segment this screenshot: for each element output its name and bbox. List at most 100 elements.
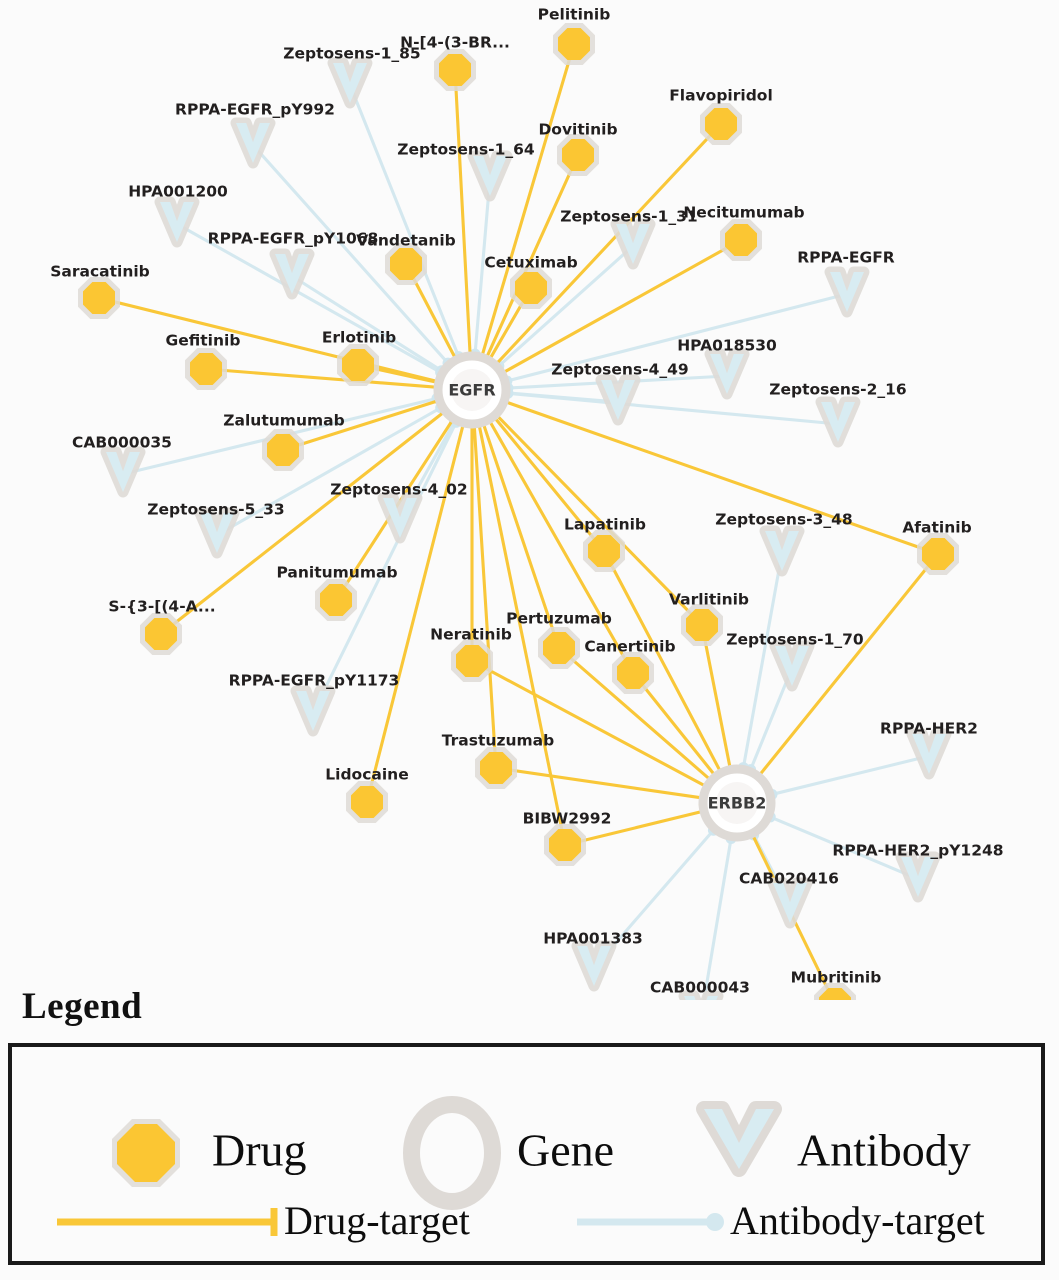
antibody-node[interactable] xyxy=(769,640,815,692)
drug-node[interactable] xyxy=(720,219,762,261)
legend-drug-target-label: Drug-target xyxy=(284,1198,470,1243)
legend-drug-target-edge xyxy=(57,1208,278,1236)
antibody-node[interactable] xyxy=(230,117,276,169)
drug-node[interactable] xyxy=(475,747,517,789)
antibody-node[interactable] xyxy=(759,525,805,577)
octagon-icon xyxy=(390,248,422,280)
antibody-node-label: CAB020416 xyxy=(739,870,839,888)
drug-node-label: Flavopiridol xyxy=(669,87,773,105)
legend-gene-swatch xyxy=(403,1096,501,1210)
drug-node[interactable] xyxy=(544,824,586,866)
antibody-node-label: HPA001200 xyxy=(128,183,228,201)
octagon-icon xyxy=(686,609,718,641)
drug-node-label: S-{3-[(4-A... xyxy=(108,598,215,616)
drug-node-label: Lapatinib xyxy=(564,516,646,534)
antibody-node[interactable] xyxy=(467,150,513,202)
drug-node-label: Dovitinib xyxy=(538,121,617,139)
drug-target-edge xyxy=(631,671,717,777)
network-graph-canvas[interactable]: Zeptosens-1_85 RPPA-EGFR_pY992 Zeptosens-1… xyxy=(0,0,1059,1000)
antibody-node[interactable] xyxy=(767,877,813,929)
antibody-node[interactable] xyxy=(824,266,870,318)
legend-graphics: Drug Gene Antibody Drug-ta xyxy=(57,1096,985,1243)
drug-node[interactable] xyxy=(451,640,493,682)
antibody-node[interactable] xyxy=(906,728,952,780)
drug-target-edge xyxy=(563,809,704,847)
antibody-target-edge xyxy=(770,754,931,796)
chevron-icon xyxy=(275,254,309,294)
drug-target-edge xyxy=(204,367,438,389)
antibody-node-label: Zeptosens-3_48 xyxy=(715,511,852,529)
drug-node[interactable] xyxy=(814,983,856,1000)
chevron-icon xyxy=(710,354,744,394)
antibody-node[interactable] xyxy=(610,218,656,270)
drug-node[interactable] xyxy=(185,348,227,390)
drug-target-edge xyxy=(488,419,635,675)
antibody-target-edge xyxy=(497,244,635,368)
drug-node[interactable] xyxy=(700,103,742,145)
antibody-node[interactable] xyxy=(678,990,724,1000)
drug-node-label: Saracatinib xyxy=(50,263,150,281)
drug-node[interactable] xyxy=(681,604,723,646)
legend-antibody-label: Antibody xyxy=(797,1125,971,1176)
antibody-node[interactable] xyxy=(815,396,861,448)
drug-node[interactable] xyxy=(262,429,304,471)
drug-target-edge xyxy=(481,422,561,650)
drug-target-edge xyxy=(470,659,707,788)
antibody-node[interactable] xyxy=(895,851,941,903)
octagon-icon xyxy=(456,645,488,677)
drug-target-edge xyxy=(480,42,576,358)
antibody-node[interactable] xyxy=(377,492,423,544)
antibody-node-label: RPPA-EGFR_pY1068 xyxy=(208,230,379,248)
chevron-icon xyxy=(296,691,330,731)
chevron-icon xyxy=(473,156,507,196)
antibody-node-label: RPPA-EGFR xyxy=(797,249,895,267)
antibody-node[interactable] xyxy=(571,940,617,992)
antibody-node[interactable] xyxy=(290,685,336,737)
chevron-icon xyxy=(773,883,807,923)
antibody-node[interactable] xyxy=(269,248,315,300)
octagon-icon xyxy=(342,349,374,381)
drug-node[interactable] xyxy=(385,243,427,285)
antibody-node[interactable] xyxy=(194,507,240,559)
legend-drug-label: Drug xyxy=(212,1125,307,1176)
antibody-node[interactable] xyxy=(704,348,750,400)
gene-node-erbb2[interactable] xyxy=(698,764,776,842)
drug-node[interactable] xyxy=(337,344,379,386)
chevron-icon xyxy=(616,224,650,264)
ring-inner xyxy=(716,782,758,824)
antibody-node[interactable] xyxy=(100,446,146,498)
legend-title: Legend xyxy=(22,986,143,1027)
antibody-node[interactable] xyxy=(595,374,641,426)
drug-node[interactable] xyxy=(583,530,625,572)
drug-node[interactable] xyxy=(557,134,599,176)
drug-node-label: Canertinib xyxy=(584,638,675,656)
legend: Legend Drug Gene xyxy=(0,985,1059,1280)
drug-node[interactable] xyxy=(538,627,580,669)
drug-node[interactable] xyxy=(315,579,357,621)
gene-node-egfr[interactable] xyxy=(433,351,511,429)
antibody-node-label: Zeptosens-1_85 xyxy=(283,45,420,63)
drug-node[interactable] xyxy=(612,652,654,694)
drug-node[interactable] xyxy=(346,781,388,823)
octagon-icon xyxy=(705,108,737,140)
antibody-node-label: RPPA-EGFR_pY1173 xyxy=(229,672,400,690)
antibody-node-label: Zeptosens-1_31 xyxy=(560,208,697,226)
nodes-layer[interactable] xyxy=(78,23,959,1000)
drug-node[interactable] xyxy=(434,49,476,91)
drug-target-edge xyxy=(159,410,446,636)
drug-node[interactable] xyxy=(917,533,959,575)
drug-node[interactable] xyxy=(553,23,595,65)
antibody-node[interactable] xyxy=(154,196,200,248)
legend-antibody-target-edge xyxy=(577,1213,724,1231)
drug-node[interactable] xyxy=(78,277,120,319)
chevron-icon xyxy=(333,63,367,103)
antibody-node-label: CAB000043 xyxy=(650,979,750,997)
antibody-target-edge xyxy=(290,274,444,373)
chevron-icon xyxy=(765,531,799,571)
drug-node[interactable] xyxy=(510,267,552,309)
drug-node[interactable] xyxy=(140,613,182,655)
drug-target-edge xyxy=(557,646,712,781)
antibody-node[interactable] xyxy=(327,57,373,109)
antibody-target-edge xyxy=(311,420,458,715)
octagon-icon xyxy=(145,618,177,650)
